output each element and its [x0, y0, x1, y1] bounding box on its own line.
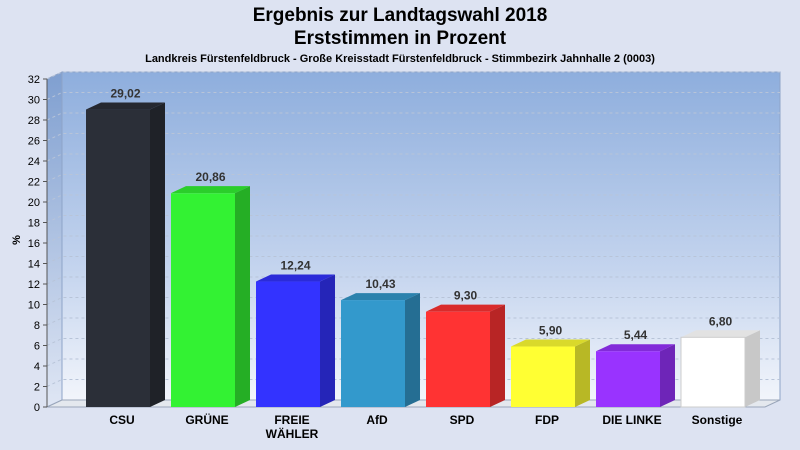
bar-side — [745, 330, 760, 407]
bar-afd: 10,43 — [341, 277, 420, 407]
bar-value-label: 12,24 — [280, 259, 310, 273]
x-tick-label: FDP — [535, 413, 559, 427]
bar-value-label: 6,80 — [709, 314, 733, 328]
bar-top — [256, 274, 335, 282]
y-tick-label: 4 — [34, 361, 40, 373]
y-tick-label: 12 — [28, 279, 40, 291]
bar-top — [341, 293, 420, 301]
x-tick-label-line: AfD — [366, 413, 388, 427]
bar-side — [660, 344, 675, 407]
y-tick-label: 22 — [28, 177, 40, 189]
y-axis-label: % — [11, 235, 23, 245]
x-tick-label: SPD — [450, 413, 475, 427]
y-tick-label: 30 — [28, 95, 40, 107]
y-tick-label: 24 — [28, 156, 40, 168]
x-tick-label-line: FDP — [535, 413, 559, 427]
bar-side — [490, 304, 505, 407]
bar-value-label: 5,90 — [539, 324, 563, 338]
x-tick-label-line: DIE LINKE — [602, 413, 661, 427]
bar-front — [86, 109, 150, 408]
y-tick-label: 18 — [28, 218, 40, 230]
y-tick-label: 32 — [28, 74, 40, 86]
bar-sonstige: 6,80 — [680, 314, 760, 408]
bars: 29,02 20,86 12,24 10,43 9,30 5,90 5,44 6,80 — [86, 87, 760, 408]
bar-fdp: 5,90 — [511, 324, 590, 407]
bar-top — [171, 186, 250, 194]
bar-side — [405, 293, 420, 407]
x-tick-label: FREIE WÄHLER — [266, 413, 319, 441]
chart-title-line-1: Ergebnis zur Landtagswahl 2018 — [252, 5, 548, 26]
bar-value-label: 10,43 — [365, 277, 395, 291]
bar-side — [235, 186, 250, 407]
bar-freie-wähler: 12,24 — [256, 259, 335, 407]
bar-csu: 29,02 — [86, 87, 165, 408]
x-tick-label-line: CSU — [109, 413, 134, 427]
bar-side — [320, 274, 335, 407]
bar-front — [680, 336, 746, 408]
x-tick-label: GRÜNE — [185, 412, 228, 427]
bar-spd: 9,30 — [426, 289, 505, 407]
x-tick-label: Sonstige — [692, 413, 743, 427]
x-tick-label: CSU — [109, 413, 134, 427]
bar-side — [150, 102, 165, 408]
bar-value-label: 20,86 — [195, 170, 225, 184]
bar-value-label: 5,44 — [624, 328, 648, 342]
y-tick-label: 26 — [28, 136, 40, 148]
y-tick-label: 2 — [34, 382, 40, 394]
y-tick-label: 14 — [28, 259, 40, 271]
x-tick-label-line: Sonstige — [692, 413, 743, 427]
bar-value-label: 9,30 — [454, 289, 478, 303]
chart-title: Ergebnis zur Landtagswahl 2018 Erststimm… — [0, 4, 800, 50]
bar-front — [511, 346, 575, 407]
bar-front — [171, 193, 235, 407]
y-tick-label: 0 — [34, 402, 40, 414]
bar-front — [426, 311, 490, 407]
y-tick-label: 28 — [28, 115, 40, 127]
bar-top — [681, 330, 760, 338]
y-tick-label: 10 — [28, 300, 40, 312]
x-tick-label: AfD — [366, 413, 388, 427]
y-tick-label: 6 — [34, 341, 40, 353]
bar-top — [596, 344, 675, 352]
x-tick-label-line: FREIE — [274, 413, 309, 427]
chart-subtitle: Landkreis Fürstenfeldbruck - Große Kreis… — [145, 53, 655, 65]
bar-die-linke: 5,44 — [596, 328, 675, 407]
bar-top — [86, 102, 165, 110]
x-tick-label-line: GRÜNE — [185, 412, 228, 427]
bar-front — [341, 300, 405, 407]
bar-front — [596, 351, 660, 407]
chart-title-line-2: Erststimmen in Prozent — [293, 28, 507, 49]
y-tick-label: 8 — [34, 320, 40, 332]
bar-value-label: 29,02 — [110, 87, 140, 101]
bar-side — [575, 339, 590, 407]
x-tick-label: DIE LINKE — [602, 413, 661, 427]
x-tick-label-line: WÄHLER — [266, 426, 319, 441]
bar-top — [511, 339, 590, 347]
x-tick-label-line: SPD — [450, 413, 475, 427]
bar-top — [426, 304, 505, 312]
y-tick-label: 16 — [28, 238, 40, 250]
bar-grüne: 20,86 — [171, 170, 250, 407]
bar-front — [256, 281, 320, 407]
y-tick-label: 20 — [28, 197, 40, 209]
x-axis-labels: CSU GRÜNE FREIE WÄHLER AfD SPD FDP DIE LINKE Son… — [109, 412, 742, 441]
